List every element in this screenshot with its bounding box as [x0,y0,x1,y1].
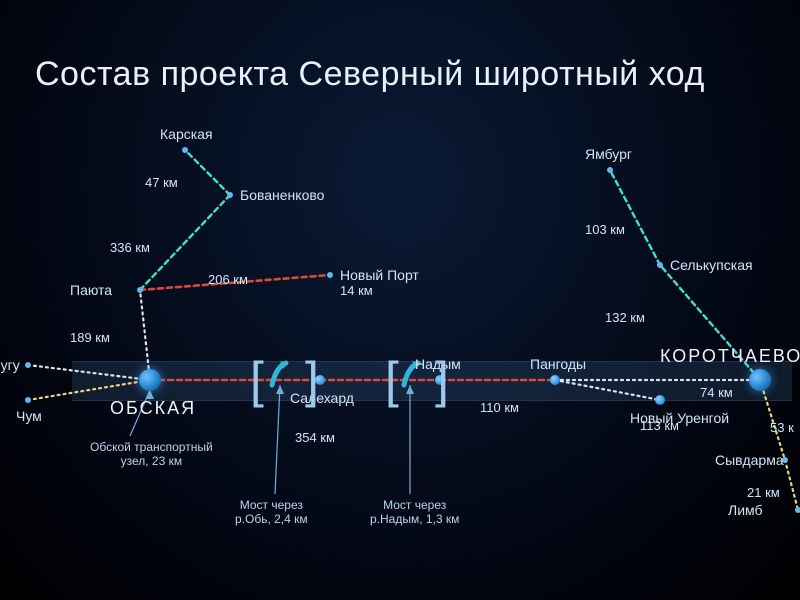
dist-d53: 53 к [770,420,794,435]
dist-d354: 354 км [295,430,335,445]
label-ust_lugu: Усть-Лугу [0,357,20,373]
diagram-canvas: ЧумУсть-ЛугуОБСКАЯСалехардНадымПангодыНо… [0,0,800,600]
label-pangody: Пангоды [530,356,586,372]
node-bovanenkovo [227,192,233,198]
callout-bridge_nad: Мост черезр.Надым, 1,3 км [370,498,459,526]
node-pauta [137,287,143,293]
node-karskaya [182,147,188,153]
bracket-0: [ [250,351,264,409]
label-pauta: Паюта [70,282,112,298]
callout-bridge_ob: Мост черезр.Обь, 2,4 км [235,498,308,526]
dist-d110: 110 км [480,400,519,415]
node-novy_port [327,272,333,278]
node-selkupskaya [657,262,663,268]
callout-ob_hub: Обской транспортныйузел, 23 км [90,440,213,468]
dist-d47: 47 км [145,175,178,190]
node-n_urengoy [655,395,665,405]
dist-d206: 206 км [208,272,248,287]
bracket-1: ] [305,351,319,409]
bracket-3: ] [435,351,449,409]
dist-d336: 336 км [110,240,150,255]
node-pangody [550,375,560,385]
node-obskaya [139,369,161,391]
label-salekhard: Салехард [290,390,354,406]
node-korotchaevo [749,369,771,391]
sub-novy_port: 14 км [340,283,373,298]
node-limb [795,507,800,513]
label-limb: Лимб [728,502,763,518]
dist-d113: 113 км [640,418,679,433]
label-chum: Чум [16,408,42,424]
label-syvdarma: Сывдарма [715,452,784,468]
label-obskaya: ОБСКАЯ [110,398,196,419]
label-selkupskaya: Селькупская [670,257,753,273]
label-karskaya: Карская [160,126,213,142]
label-novy_port: Новый Порт [340,267,419,283]
node-ust_lugu [25,362,31,368]
dist-d103: 103 км [585,222,625,237]
node-chum [25,397,31,403]
label-korotchaevo: КОРОТЧАЕВО [660,346,800,367]
label-bovanenkovo: Бованенково [240,187,324,203]
label-yamburg: Ямбург [585,146,632,162]
dist-d189: 189 км [70,330,110,345]
node-yamburg [607,167,613,173]
dist-d132: 132 км [605,310,645,325]
bracket-2: [ [385,351,399,409]
dist-d21: 21 км [747,485,780,500]
dist-d74: 74 км [700,385,733,400]
